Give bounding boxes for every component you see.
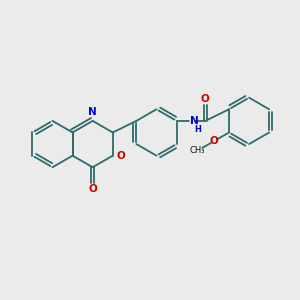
- Text: N: N: [190, 116, 199, 126]
- Text: CH₃: CH₃: [190, 146, 206, 155]
- Text: O: O: [117, 151, 125, 160]
- Text: N: N: [88, 107, 97, 117]
- Text: O: O: [210, 136, 218, 146]
- Text: O: O: [88, 184, 97, 194]
- Text: O: O: [201, 94, 210, 104]
- Text: H: H: [194, 125, 201, 134]
